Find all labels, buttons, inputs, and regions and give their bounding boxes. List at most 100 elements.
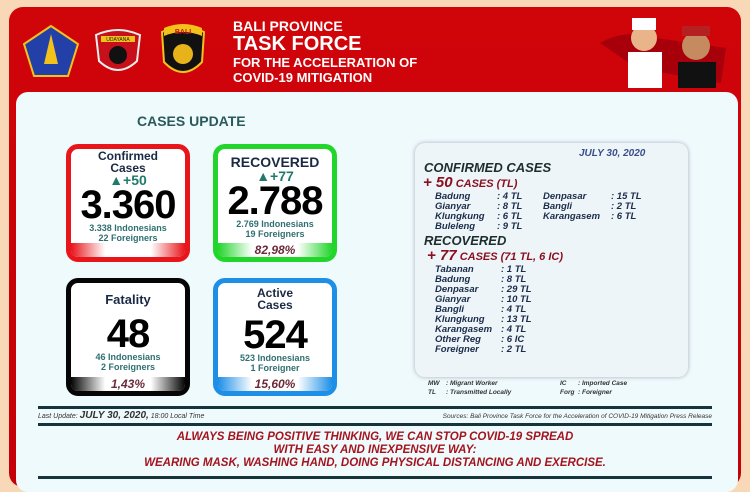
region-row: Tabanan : 1 TL [435,265,526,275]
region-name: Badung [435,274,471,285]
region-row: Badung : 8 TL [435,275,526,285]
confirmed-cases-card: Confirmed Cases ▲+50 3.360 3.338 Indones… [66,144,190,262]
fatality-rate: 1,43% [71,377,185,391]
region-value: : 6 TL [611,211,637,222]
card-title: Cases [110,161,146,175]
divider [38,406,712,409]
region-value: : 1 TL [501,264,527,275]
region-value: : 29 TL [501,284,532,295]
udayana-emblem-icon: UDAYANA [94,29,142,71]
card-sub: 19 Foreigners [245,229,305,239]
region-value: : 8 TL [501,274,527,285]
region-name: Denpasar [543,191,587,202]
region-row: Buleleng : 9 TL [435,222,522,232]
section-title: CASES UPDATE [137,113,246,129]
region-value: : 6 IC [501,334,525,345]
region-value: : 10 TL [501,294,532,305]
confirmed-heading: CONFIRMED CASES [424,160,552,175]
detail-box: JULY 30, 2020 CONFIRMED CASES + 50 CASES… [415,143,688,377]
region-value: : 6 TL [497,211,523,222]
region-row: Bangli: 4 TL [435,305,526,315]
region-row: Gianyar : 8 TL [435,202,522,212]
legend-item: IC: Imported Case [560,380,627,388]
region-name: Gianyar [435,201,471,212]
divider [38,423,712,426]
header-province: BALI PROVINCE [233,18,343,34]
legend-abbr: IC [560,380,567,387]
region-value: : 2 TL [501,344,527,355]
card-sub: 2 Foreigners [100,362,156,372]
region-name: Denpasar [435,284,479,295]
region-name: Buleleng [435,221,476,232]
increase: ▲+50 [109,172,147,188]
card-title: RECOVERED [230,154,320,170]
region-value: : 2 TL [611,201,637,212]
region-name: Bangli [543,201,573,212]
active-cases-card: Active Cases 524 523 Indonesians 1 Forei… [213,278,337,396]
card-title: Confirmed [98,149,158,163]
card-sub: 1 Foreigner [250,363,300,373]
recovered-card: RECOVERED ▲+77 2.788 2.769 Indonesians 1… [213,144,337,262]
increase: ▲+77 [256,168,294,184]
divider [38,476,712,479]
recovered-count: + 77 CASES (71 TL, 6 IC) [427,247,563,264]
card-title: Active [256,286,294,300]
up-triangle-icon: ▲ [256,168,271,184]
region-row: Badung: 4 TL [435,192,522,202]
region-name: Tabanan [435,264,474,275]
legend-meaning: : Foreigner [578,389,612,396]
region-row: Karangasem: 4 TL [435,325,526,335]
confirmed-count: + 50 CASES (TL) [423,174,518,191]
region-name: Foreigner [435,344,479,355]
card-sub: 2.769 Indonesians [236,219,314,229]
region-row: Klungkung : 6 TL [435,212,522,222]
region-name: Other Reg [435,334,481,345]
legend-item: Forg: Foreigner [560,389,612,397]
region-name: Klungkung [435,211,485,222]
bali-police-emblem-icon: BALI [160,24,206,73]
detail-date: JULY 30, 2020 [579,148,646,159]
card-footer-bar [71,243,185,257]
bali-province-emblem-icon [22,24,80,77]
region-row: Bangli : 2 TL [543,202,636,212]
slogan-line-3: WEARING MASK, WASHING HAND, DOING PHYSIC… [144,457,606,469]
legend-abbr: TL [428,389,436,396]
last-update: Last Update: JULY 30, 2020, 18:00 Local … [38,410,205,421]
up-triangle-icon: ▲ [109,172,124,188]
legend-abbr: Forg [560,389,575,396]
region-value: : 8 TL [497,201,523,212]
recovered-heading: RECOVERED [424,233,507,248]
region-name: Karangasem [543,211,601,222]
sources: Sources: Bali Province Task Force for th… [442,413,712,420]
region-value: : 15 TL [611,191,642,202]
card-sub: 22 Foreigners [98,233,158,243]
card-title: Fatality [105,292,151,307]
legend-item: MW: Migrant Worker [428,380,498,388]
recovery-rate: 82,98% [218,243,332,257]
region-row: Klungkung : 13 TL [435,315,532,325]
recovered-total: 2.788 [227,179,323,223]
confirmed-total: 3.360 [80,183,176,227]
region-value: : 4 TL [501,304,527,315]
card-sub: 523 Indonesians [239,353,311,363]
header-subtitle-1: FOR THE ACCELERATION OF [233,55,418,70]
region-value: : 9 TL [497,221,523,232]
card-sub: 3.338 Indonesians [89,223,167,233]
fatality-total: 48 [106,312,151,356]
region-row: Denpasar : 15 TL [543,192,642,202]
region-name: Badung [435,191,471,202]
header-subtitle-2: COVID-19 MITIGATION [233,70,373,85]
header-task-force: TASK FORCE [233,33,362,55]
active-total: 524 [243,313,308,357]
region-name: Klungkung [435,314,485,325]
region-value: : 13 TL [501,314,532,325]
region-name: Gianyar [435,294,471,305]
officials-portrait-image [600,18,726,88]
region-row: Other Reg : 6 IC [435,335,524,345]
legend-item: TL: Transmitted Locally [428,389,511,397]
region-name: Karangasem [435,324,493,335]
slogan-line-2: WITH EASY AND INEXPENSIVE WAY: [273,444,477,456]
card-title: Cases [257,298,293,312]
legend-meaning: : Migrant Worker [446,380,498,387]
fatality-card: Fatality 48 46 Indonesians 2 Foreigners … [66,278,190,396]
